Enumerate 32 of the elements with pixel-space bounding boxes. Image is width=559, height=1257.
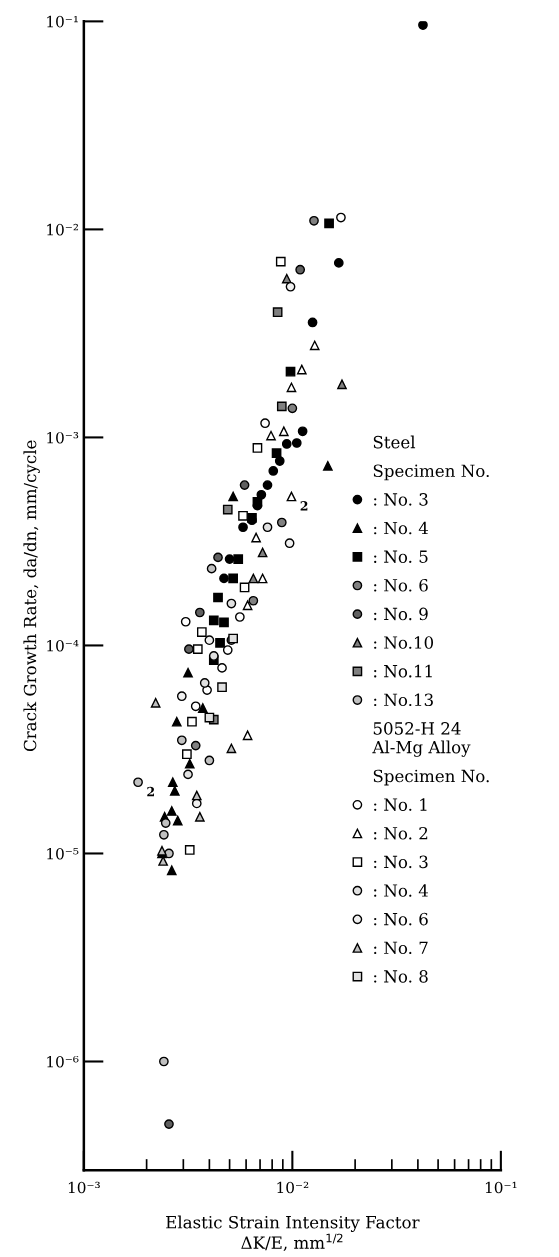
annotation: 5052-H 24 Al-Mg Alloy	[372, 722, 471, 757]
annotation: Steel	[373, 435, 416, 449]
annotation: 2	[147, 786, 154, 797]
x-tick-label: 10⁻¹	[485, 1181, 517, 1194]
y-axis-title: Crack Growth Rate, da/dn, mm/cycle	[23, 440, 40, 752]
annotation: 2	[300, 501, 308, 511]
annotation: Specimen No.	[373, 769, 489, 786]
legend-label: : No. 7	[374, 941, 428, 955]
y-tick-label: 10⁻⁴	[47, 639, 79, 652]
legend-label: : No. 3	[374, 493, 428, 506]
y-tick-label: 10⁻²	[47, 223, 79, 236]
legend-label: : No. 4	[374, 521, 428, 535]
y-tick-label: 10⁻¹	[47, 15, 78, 28]
annotation: Specimen No.	[373, 464, 489, 481]
legend-label: : No. 1	[374, 798, 427, 811]
x-tick-label: 10⁻³	[68, 1181, 100, 1194]
legend-label: : No. 3	[374, 855, 428, 869]
y-tick-label: 10⁻⁵	[47, 847, 79, 860]
legend-label: : No.10	[374, 636, 434, 649]
y-tick-label: 10⁻³	[47, 431, 79, 444]
x-axis-title: Elastic Strain Intensity Factor ΔK/E, mm$^{1/2}$	[166, 1215, 420, 1251]
legend-label: : No.11	[374, 664, 432, 678]
legend-label: : No. 6	[374, 578, 428, 592]
legend-label: : No. 5	[374, 550, 428, 563]
legend-label: : No. 9	[374, 607, 428, 621]
y-tick-label: 10⁻⁶	[47, 1055, 79, 1068]
legend-label: : No. 4	[374, 884, 428, 897]
legend-label: : No.13	[374, 693, 433, 707]
legend-label: : No. 2	[374, 826, 428, 840]
x-tick-label: 10⁻²	[277, 1181, 309, 1194]
legend-label: : No. 6	[374, 912, 428, 926]
legend-label: : No. 8	[374, 970, 428, 983]
